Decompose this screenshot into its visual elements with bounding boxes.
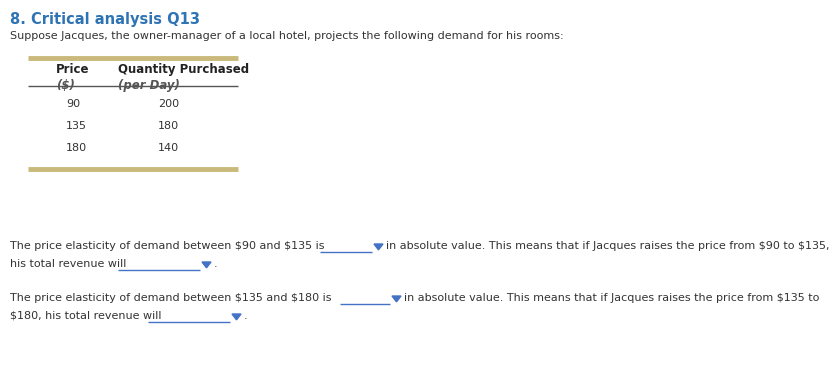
Text: 90: 90 xyxy=(66,99,80,109)
Text: Quantity Purchased: Quantity Purchased xyxy=(118,63,249,76)
Text: The price elasticity of demand between \$90 and \$135 is: The price elasticity of demand between \… xyxy=(10,241,324,251)
Polygon shape xyxy=(202,262,211,268)
Text: 135: 135 xyxy=(66,121,87,131)
Text: in absolute value. This means that if Jacques raises the price from \$135 to: in absolute value. This means that if Ja… xyxy=(404,293,819,303)
Text: his total revenue will: his total revenue will xyxy=(10,259,126,269)
Text: in absolute value. This means that if Jacques raises the price from \$90 to \$13: in absolute value. This means that if Ja… xyxy=(386,241,829,251)
Text: .: . xyxy=(244,311,248,321)
Text: 8. Critical analysis Q13: 8. Critical analysis Q13 xyxy=(10,12,200,27)
Polygon shape xyxy=(392,296,401,302)
Text: Suppose Jacques, the owner-manager of a local hotel, projects the following dema: Suppose Jacques, the owner-manager of a … xyxy=(10,31,563,41)
Polygon shape xyxy=(232,314,241,320)
Text: 200: 200 xyxy=(158,99,179,109)
Text: The price elasticity of demand between \$135 and \$180 is: The price elasticity of demand between \… xyxy=(10,293,332,303)
Text: 180: 180 xyxy=(158,121,179,131)
Text: .: . xyxy=(214,259,218,269)
Text: 180: 180 xyxy=(66,143,87,153)
Text: (per Day): (per Day) xyxy=(118,79,179,92)
Text: 140: 140 xyxy=(158,143,179,153)
Text: \$180, his total revenue will: \$180, his total revenue will xyxy=(10,311,161,321)
Text: Price: Price xyxy=(56,63,90,76)
Polygon shape xyxy=(374,244,383,250)
Text: ($): ($) xyxy=(56,79,75,92)
